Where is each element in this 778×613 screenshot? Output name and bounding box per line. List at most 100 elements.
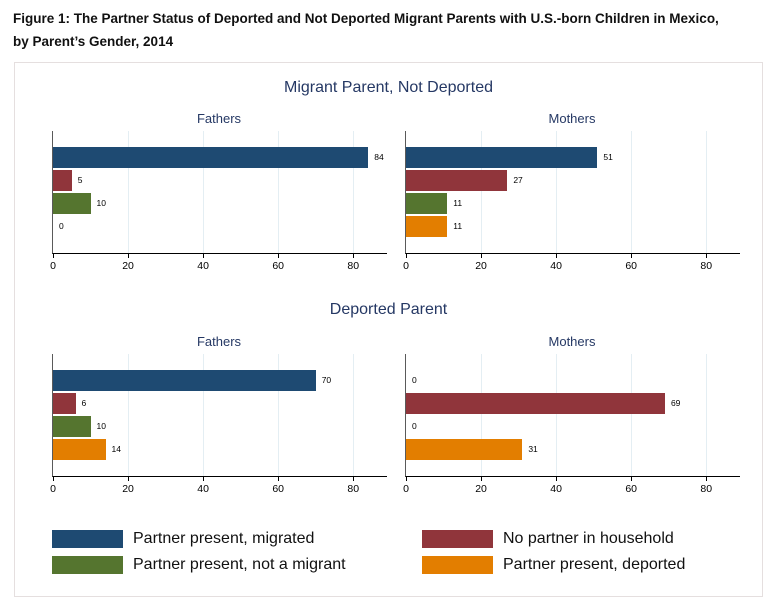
bar-value-label: 14 bbox=[111, 444, 121, 454]
gridline bbox=[481, 131, 483, 253]
x-axis-tick-label: 20 bbox=[122, 483, 134, 495]
bar bbox=[406, 193, 448, 214]
bar-value-label: 69 bbox=[670, 398, 681, 408]
group-title-deported: Deported Parent bbox=[329, 301, 448, 318]
bar bbox=[53, 170, 72, 191]
x-axis-tick-label: 20 bbox=[122, 260, 134, 272]
panel-subtitle-fathers-deported: Fathers bbox=[196, 334, 242, 349]
x-axis-tick bbox=[631, 254, 633, 258]
x-axis-tick-label: 40 bbox=[550, 483, 562, 495]
x-axis-tick bbox=[128, 477, 130, 481]
figure-chart-area: Migrant Parent, Not Deported Fathers Mot… bbox=[14, 62, 763, 597]
bar-value-label: 5 bbox=[77, 175, 83, 185]
x-axis-tick-label: 60 bbox=[625, 260, 637, 272]
plot-mothers-not-deported: 51 27 11 11 0 20 40 60 80 bbox=[403, 131, 740, 272]
x-axis-tick-label: 0 bbox=[50, 260, 56, 272]
bar-value-label: 0 bbox=[59, 221, 64, 231]
bar bbox=[53, 393, 76, 414]
legend-label: No partner in household bbox=[503, 530, 674, 547]
x-axis-tick-label: 60 bbox=[272, 483, 284, 495]
legend-label: Partner present, not a migrant bbox=[133, 556, 346, 573]
x-axis-tick bbox=[706, 477, 708, 481]
plot-mothers-deported: 0 69 0 31 0 20 40 60 80 bbox=[403, 354, 740, 495]
x-axis-tick-label: 0 bbox=[50, 483, 56, 495]
gridline bbox=[481, 354, 483, 476]
legend-item-partner-present-deported: Partner present, deported bbox=[422, 556, 685, 574]
legend-label: Partner present, migrated bbox=[133, 530, 315, 547]
x-axis-tick-label: 60 bbox=[272, 260, 284, 272]
x-axis-tick bbox=[203, 477, 205, 481]
legend-item-partner-present-migrated: Partner present, migrated bbox=[52, 530, 314, 548]
legend-swatch-green bbox=[52, 556, 123, 574]
plot-fathers-deported: 70 6 10 14 0 20 40 60 80 bbox=[50, 354, 387, 495]
x-axis-tick-label: 20 bbox=[475, 260, 487, 272]
bar-value-label: 31 bbox=[528, 444, 538, 454]
bar bbox=[53, 147, 369, 168]
bar-value-label: 0 bbox=[412, 421, 417, 431]
gridline bbox=[203, 131, 205, 253]
bar-value-label: 0 bbox=[412, 375, 417, 385]
bar-value-label: 10 bbox=[96, 198, 106, 208]
x-axis-tick-label: 80 bbox=[347, 483, 360, 495]
x-axis-tick bbox=[53, 254, 54, 258]
panel-subtitle-fathers-not-deported: Fathers bbox=[196, 111, 242, 126]
bar-value-label: 51 bbox=[603, 152, 613, 162]
legend-item-no-partner-in-household: No partner in household bbox=[422, 530, 674, 548]
x-axis-tick bbox=[481, 254, 483, 258]
x-axis-tick-label: 40 bbox=[197, 260, 209, 272]
gridline bbox=[128, 131, 130, 253]
bar-value-label: 70 bbox=[321, 375, 332, 385]
bar bbox=[53, 193, 91, 214]
gridline bbox=[353, 131, 355, 253]
x-axis-tick bbox=[203, 254, 205, 258]
bar bbox=[406, 170, 508, 191]
x-axis-tick-label: 60 bbox=[625, 483, 637, 495]
x-axis-tick-label: 80 bbox=[700, 483, 713, 495]
x-axis-tick-label: 0 bbox=[403, 260, 409, 272]
gridline bbox=[203, 354, 205, 476]
x-axis-tick bbox=[278, 477, 280, 481]
bar-value-label: 84 bbox=[374, 152, 384, 162]
bar bbox=[406, 147, 598, 168]
x-axis-tick bbox=[53, 477, 54, 481]
panel-subtitle-mothers-not-deported: Mothers bbox=[548, 111, 596, 126]
gridline bbox=[556, 131, 558, 253]
x-axis-tick bbox=[406, 254, 407, 258]
x-axis-tick bbox=[128, 254, 130, 258]
x-axis-tick bbox=[706, 254, 708, 258]
x-axis-tick bbox=[556, 477, 558, 481]
x-axis-tick bbox=[481, 477, 483, 481]
x-axis-tick-label: 80 bbox=[347, 260, 360, 272]
gridline bbox=[706, 131, 708, 253]
gridline bbox=[556, 354, 558, 476]
x-axis-tick bbox=[353, 254, 355, 258]
bar-value-label: 6 bbox=[81, 398, 87, 408]
bar bbox=[53, 416, 91, 437]
x-axis-tick-label: 0 bbox=[403, 483, 409, 495]
group-title-not-deported: Migrant Parent, Not Deported bbox=[284, 79, 493, 96]
gridline bbox=[353, 354, 355, 476]
gridline bbox=[631, 354, 633, 476]
x-axis-tick bbox=[556, 254, 558, 258]
bar bbox=[406, 439, 523, 460]
bar-value-label: 11 bbox=[453, 198, 463, 208]
legend-swatch-maroon bbox=[422, 530, 493, 548]
x-axis-tick-label: 40 bbox=[197, 483, 209, 495]
bar bbox=[53, 439, 106, 460]
x-axis-tick bbox=[278, 254, 280, 258]
bar-value-label: 10 bbox=[96, 421, 106, 431]
gridline bbox=[278, 354, 280, 476]
x-axis-tick-label: 40 bbox=[550, 260, 562, 272]
gridline bbox=[128, 354, 130, 476]
legend-label: Partner present, deported bbox=[503, 556, 686, 573]
legend-swatch-orange bbox=[422, 556, 493, 574]
x-axis-tick-label: 80 bbox=[700, 260, 713, 272]
bar-value-label: 11 bbox=[453, 221, 463, 231]
x-axis-tick bbox=[406, 477, 407, 481]
gridline bbox=[706, 354, 708, 476]
legend-item-partner-present-not-a-migrant: Partner present, not a migrant bbox=[52, 556, 346, 574]
bar-value-label: 27 bbox=[513, 175, 523, 185]
gridline bbox=[631, 131, 633, 253]
bar bbox=[406, 393, 665, 414]
x-axis-tick bbox=[353, 477, 355, 481]
